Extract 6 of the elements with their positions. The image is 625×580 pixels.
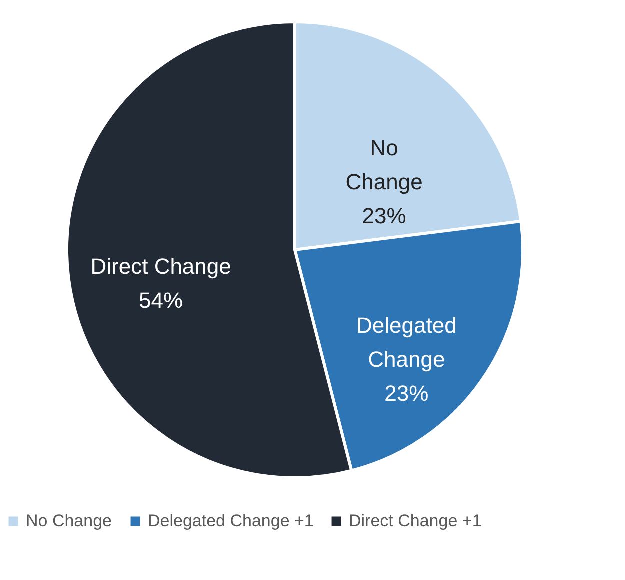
data-label: No Change 23% xyxy=(346,136,423,229)
legend-label: Delegated Change +1 xyxy=(148,512,314,531)
legend-label: No Change xyxy=(26,512,112,531)
legend-label: Direct Change +1 xyxy=(349,512,482,531)
data-label: Delegated Change 23% xyxy=(356,312,457,406)
data-label: Direct Change 54% xyxy=(90,254,232,313)
